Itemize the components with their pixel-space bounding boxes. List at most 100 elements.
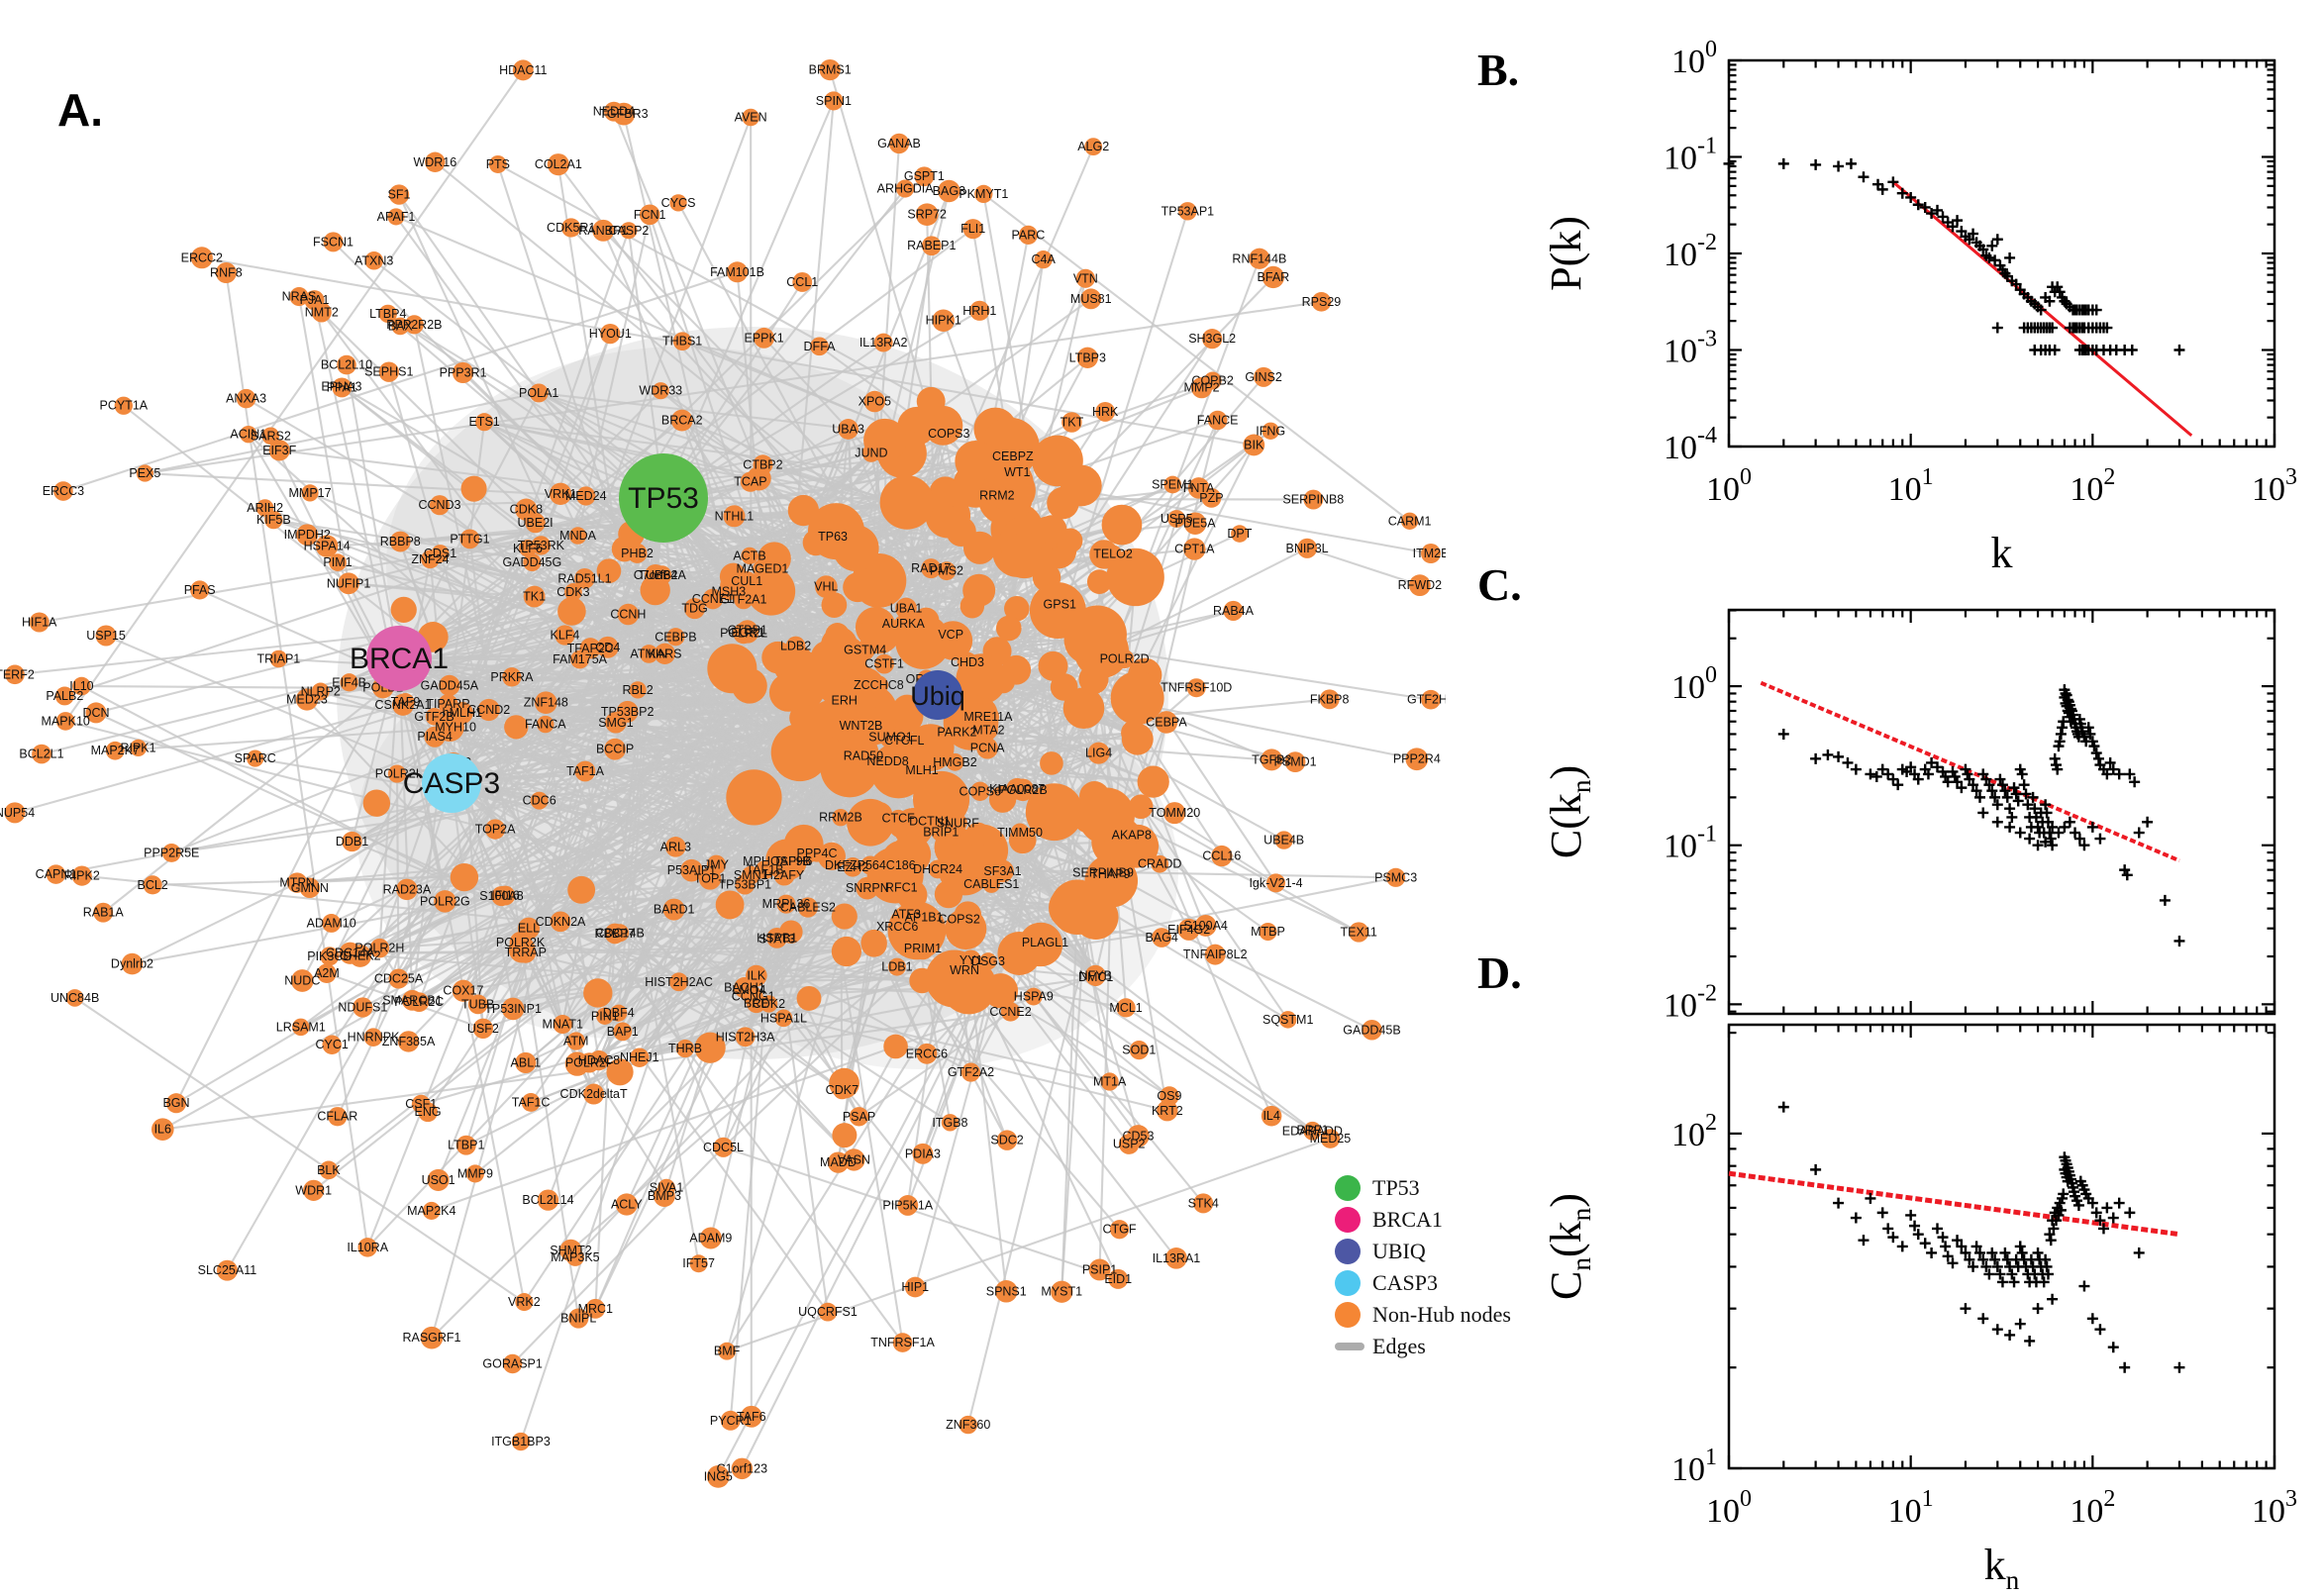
data-point-B	[1919, 201, 1931, 213]
network-node-label: WDR33	[639, 384, 682, 398]
network-node-label: POLR2F	[565, 1055, 614, 1069]
legend-swatch-icon	[1335, 1343, 1364, 1350]
data-point-D	[1926, 1247, 1938, 1258]
network-node-label: SMN1	[734, 868, 768, 882]
y-tick-label-C: 100	[1671, 662, 1717, 706]
data-point-C	[2049, 752, 2061, 764]
network-edge	[74, 997, 525, 1303]
network-node	[831, 903, 858, 930]
network-node	[1297, 538, 1318, 558]
network-node-label: PHB2	[621, 547, 654, 560]
data-point-D	[2048, 1223, 2060, 1235]
network-node	[1127, 1125, 1150, 1147]
network-node-label: TERF2	[0, 667, 35, 681]
network-node-label: USF2	[467, 1022, 499, 1036]
network-node	[5, 664, 25, 685]
data-point-C	[1952, 776, 1964, 788]
network-node	[1183, 538, 1206, 560]
network-edge	[617, 656, 779, 1014]
network-edge	[655, 379, 1213, 576]
network-node-label: TOP1	[694, 871, 726, 885]
legend-swatch-icon	[1335, 1239, 1361, 1264]
network-edge	[145, 300, 1322, 475]
network-node	[387, 208, 405, 226]
network-node-label: THBS1	[662, 335, 702, 349]
network-node-label: SPARC	[235, 751, 276, 765]
network-node-label: RIPK2	[64, 869, 100, 883]
network-node-label: NMT2	[305, 305, 339, 319]
network-node-label: MMP17	[289, 486, 332, 500]
network-node	[357, 1238, 377, 1257]
network-node	[960, 1062, 981, 1082]
network-node	[261, 427, 280, 446]
network-node-label: PRIM1	[904, 942, 942, 955]
network-node-label: BFAR	[1258, 270, 1290, 284]
network-node	[873, 333, 893, 352]
network-node-label: MNAT1	[542, 1018, 582, 1032]
data-point-D	[2016, 1247, 2028, 1258]
network-edge	[662, 454, 1013, 500]
network-node	[1266, 873, 1286, 893]
network-node	[95, 625, 117, 647]
network-node	[329, 553, 347, 571]
network-node	[434, 890, 456, 913]
network-node	[852, 716, 870, 736]
network-node-label: CYCS	[661, 196, 696, 210]
network-node	[611, 924, 630, 943]
network-node	[502, 667, 522, 687]
network-node-label: DCN	[82, 706, 109, 720]
network-node	[684, 598, 706, 620]
network-node	[1073, 803, 1103, 834]
network-node-label: GSTM4	[844, 644, 886, 657]
network-node	[553, 1015, 572, 1035]
network-node	[941, 1114, 960, 1132]
data-point-D	[1947, 1257, 1959, 1269]
network-node-label: TK1	[523, 590, 546, 604]
network-node-label: CAPN1	[36, 867, 77, 881]
network-node-label: PPA1	[327, 380, 357, 394]
network-node	[892, 878, 911, 897]
network-node-label: POLR2B	[998, 783, 1047, 797]
network-edge	[483, 421, 924, 644]
network-node-label: ITGB8	[932, 1116, 967, 1130]
network-edge	[602, 230, 973, 607]
network-node-label: HSPA14	[304, 540, 351, 553]
network-node-label: HSPA1L	[760, 1011, 807, 1025]
network-node	[525, 512, 546, 534]
data-point-D	[1980, 1260, 1992, 1272]
network-node	[741, 547, 758, 565]
network-node-label: FLI1	[960, 222, 985, 236]
data-point-B	[1887, 176, 1899, 188]
data-point-C	[2124, 768, 2136, 780]
network-node	[425, 707, 444, 726]
network-node	[879, 475, 935, 530]
data-point-D	[2072, 1199, 2084, 1211]
network-node	[353, 997, 373, 1018]
data-point-C	[1980, 773, 1992, 785]
network-node-label: POLR2D	[1100, 652, 1150, 666]
network-node-label: RAD23A	[383, 882, 432, 896]
data-point-C	[2059, 821, 2070, 833]
network-edge	[627, 230, 665, 499]
network-node-label: CEBPB	[655, 630, 696, 644]
network-node-label: BMF	[714, 1345, 741, 1358]
network-node-label: DFFA	[804, 340, 837, 353]
network-node	[1011, 778, 1035, 802]
network-node	[1177, 918, 1200, 941]
data-point-D	[1973, 1247, 1985, 1258]
legend: TP53 BRCA1 UBIQ CASP3 Non-Hub nodes Edge…	[1335, 1172, 1511, 1362]
fit-line-D	[1728, 1170, 2180, 1238]
network-node	[735, 1027, 756, 1047]
network-node	[876, 750, 899, 772]
legend-swatch-icon	[1335, 1270, 1361, 1296]
network-node	[954, 959, 975, 981]
network-node	[1002, 446, 1023, 466]
data-point-D	[2004, 1329, 2016, 1341]
data-point-C	[2041, 807, 2053, 819]
data-point-C	[1970, 785, 1982, 797]
network-edge	[559, 906, 1078, 923]
data-point-D	[2094, 1324, 2106, 1336]
network-node-label: TAF1B	[746, 863, 783, 877]
network-node	[409, 992, 430, 1013]
